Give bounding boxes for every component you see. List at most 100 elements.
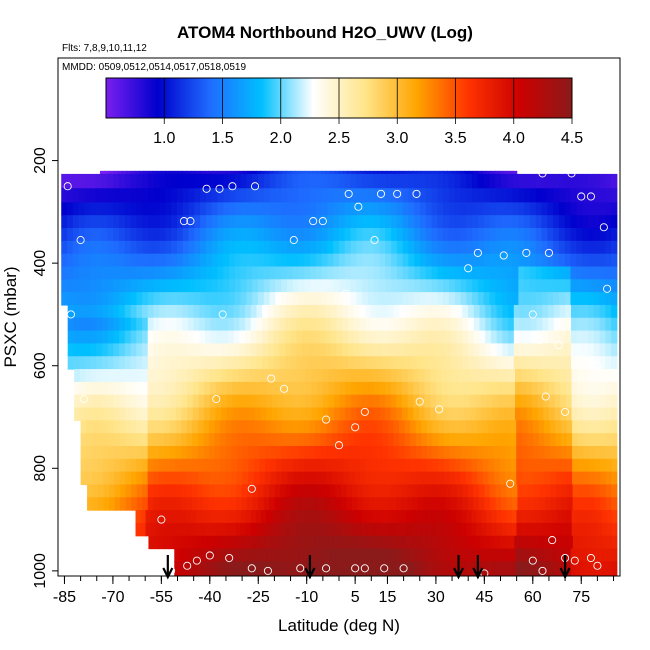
heatmap-cell bbox=[221, 407, 228, 421]
heatmap-cell bbox=[197, 420, 205, 434]
heatmap-cell bbox=[175, 458, 182, 473]
heatmap-cell bbox=[130, 433, 138, 447]
heatmap-cell bbox=[391, 228, 398, 242]
heatmap-cell bbox=[350, 292, 357, 306]
heatmap-cell bbox=[536, 522, 543, 537]
heatmap-cell bbox=[205, 202, 213, 216]
heatmap-cell bbox=[303, 170, 309, 175]
heatmap-cell bbox=[587, 228, 595, 242]
heatmap-cell bbox=[322, 381, 330, 396]
heatmap-cell bbox=[235, 510, 242, 524]
x-tick-label: 15 bbox=[379, 589, 397, 606]
heatmap-cell bbox=[414, 253, 421, 268]
heatmap-cell bbox=[475, 369, 482, 383]
heatmap-cell bbox=[300, 369, 307, 383]
heatmap-cell bbox=[307, 304, 315, 319]
heatmap-cell bbox=[460, 292, 467, 306]
heatmap-cell bbox=[483, 292, 491, 306]
heatmap-cell bbox=[319, 317, 326, 332]
heatmap-cell bbox=[502, 304, 509, 319]
heatmap-cell bbox=[113, 394, 120, 409]
heatmap-cell bbox=[335, 484, 342, 498]
heatmap-cell bbox=[415, 445, 422, 460]
heatmap-cell bbox=[346, 510, 352, 524]
heatmap-cell bbox=[507, 170, 513, 175]
heatmap-cell bbox=[426, 510, 432, 524]
sample-point bbox=[586, 553, 595, 563]
heatmap-cell bbox=[164, 407, 171, 421]
heatmap-cell bbox=[240, 279, 248, 293]
heatmap-cell bbox=[513, 317, 521, 332]
heatmap-cell bbox=[426, 433, 434, 447]
heatmap-cell bbox=[367, 253, 375, 268]
heatmap-cell bbox=[298, 215, 305, 229]
heatmap-cell bbox=[560, 433, 568, 447]
heatmap-cell bbox=[454, 240, 462, 255]
heatmap-cell bbox=[158, 535, 164, 550]
heatmap-cell bbox=[446, 510, 452, 524]
heatmap-cell bbox=[553, 535, 559, 550]
heatmap-cell bbox=[101, 202, 109, 216]
heatmap-cell bbox=[359, 471, 367, 486]
heatmap-cell bbox=[287, 420, 294, 434]
heatmap-cell bbox=[107, 253, 114, 268]
heatmap-cell bbox=[451, 170, 457, 175]
heatmap-cell bbox=[451, 484, 458, 498]
sample-point bbox=[593, 561, 602, 570]
heatmap-cell bbox=[279, 356, 286, 370]
heatmap-cell bbox=[286, 215, 294, 229]
heatmap-cell bbox=[445, 343, 452, 357]
heatmap-cell bbox=[195, 510, 202, 524]
heatmap-cell bbox=[327, 188, 334, 203]
heatmap-cell bbox=[275, 173, 282, 189]
heatmap-cell bbox=[84, 173, 91, 189]
heatmap-cell bbox=[102, 420, 110, 434]
heatmap-cell bbox=[512, 215, 519, 229]
heatmap-cell bbox=[90, 215, 97, 229]
heatmap-cell bbox=[592, 535, 598, 550]
heatmap-cell bbox=[130, 420, 138, 434]
heatmap-cell bbox=[401, 369, 409, 383]
heatmap-cell bbox=[511, 484, 519, 498]
heatmap-cell bbox=[147, 381, 154, 396]
heatmap-cell bbox=[78, 266, 85, 280]
heatmap-cell bbox=[500, 497, 508, 511]
heatmap-cell bbox=[288, 394, 296, 409]
heatmap-cell bbox=[340, 548, 346, 562]
heatmap-cell bbox=[373, 292, 381, 306]
heatmap-cell bbox=[61, 266, 68, 280]
heatmap-cell bbox=[443, 458, 450, 473]
heatmap-cell bbox=[252, 279, 259, 293]
heatmap-cell bbox=[108, 394, 115, 409]
heatmap-cell bbox=[452, 394, 460, 409]
heatmap-cell bbox=[147, 433, 154, 447]
heatmap-cell bbox=[576, 215, 583, 229]
heatmap-cell bbox=[429, 497, 436, 511]
heatmap-cell bbox=[269, 497, 276, 511]
sample-point bbox=[341, 289, 350, 298]
heatmap-cell bbox=[349, 548, 355, 562]
heatmap-cell bbox=[113, 266, 120, 280]
heatmap-cell bbox=[506, 215, 514, 229]
heatmap-cell bbox=[542, 304, 549, 319]
heatmap-cell bbox=[472, 292, 479, 306]
heatmap-cell bbox=[371, 510, 377, 524]
heatmap-cell bbox=[541, 215, 548, 229]
heatmap-cell bbox=[454, 292, 462, 306]
sample-point bbox=[218, 310, 227, 319]
heatmap-cell bbox=[339, 279, 346, 293]
heatmap-cell bbox=[231, 458, 238, 473]
heatmap-cell bbox=[221, 394, 228, 409]
heatmap-cell bbox=[153, 228, 161, 242]
heatmap-cell bbox=[495, 484, 502, 498]
heatmap-cell bbox=[271, 548, 277, 562]
heatmap-cell bbox=[487, 548, 493, 562]
heatmap-cell bbox=[367, 215, 375, 229]
heatmap-cell bbox=[205, 522, 212, 537]
heatmap-cell bbox=[593, 279, 601, 293]
heatmap-cell bbox=[547, 173, 554, 189]
heatmap-cell bbox=[396, 228, 404, 242]
heatmap-cell bbox=[234, 266, 242, 280]
heatmap-cell bbox=[263, 202, 271, 216]
heatmap-cell bbox=[271, 407, 279, 421]
